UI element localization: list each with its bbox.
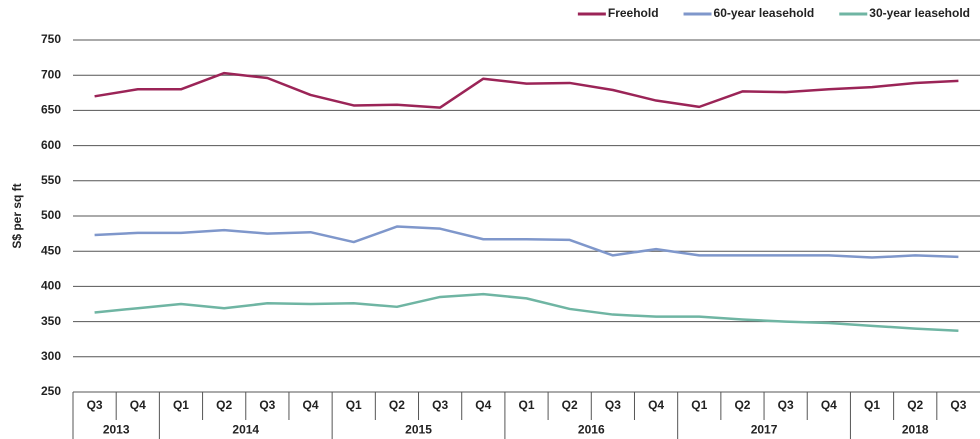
y-tick-label: 700 xyxy=(41,67,61,81)
series-line xyxy=(94,71,959,109)
y-tick-label: 250 xyxy=(41,384,61,398)
x-tick-label: Q2 xyxy=(216,398,232,412)
x-tick-label: Q1 xyxy=(346,398,362,412)
y-tick-label: 300 xyxy=(41,349,61,363)
y-tick-label: 350 xyxy=(41,314,61,328)
x-tick-label: Q3 xyxy=(605,398,621,412)
x-tick-label: Q4 xyxy=(475,398,491,412)
x-tick-label: Q2 xyxy=(907,398,923,412)
y-tick-label: 500 xyxy=(41,208,61,222)
year-label: 2013 xyxy=(103,423,130,437)
x-tick-label: Q3 xyxy=(432,398,448,412)
x-tick-label: Q4 xyxy=(648,398,664,412)
year-label: 2017 xyxy=(751,423,778,437)
x-tick-label: Q3 xyxy=(87,398,103,412)
series-line xyxy=(94,225,959,259)
y-tick-label: 400 xyxy=(41,279,61,293)
x-tick-label: Q2 xyxy=(734,398,750,412)
year-label: 2014 xyxy=(232,423,259,437)
x-tick-label: Q3 xyxy=(778,398,794,412)
year-label: 2015 xyxy=(405,423,432,437)
y-tick-label: 650 xyxy=(41,103,61,117)
y-tick-label: 550 xyxy=(41,173,61,187)
x-tick-label: Q4 xyxy=(821,398,837,412)
y-tick-label: 450 xyxy=(41,243,61,257)
x-tick-label: Q4 xyxy=(130,398,146,412)
x-tick-label: Q3 xyxy=(259,398,275,412)
legend-label: 30-year leasehold xyxy=(869,6,970,20)
x-tick-label: Q1 xyxy=(691,398,707,412)
x-tick-label: Q2 xyxy=(562,398,578,412)
year-label: 2016 xyxy=(578,423,605,437)
x-tick-label: Q1 xyxy=(518,398,534,412)
legend-label: 60-year leasehold xyxy=(714,6,815,20)
y-tick-label: 750 xyxy=(41,32,61,46)
series-line xyxy=(94,292,959,333)
x-tick-label: Q2 xyxy=(389,398,405,412)
year-label: 2018 xyxy=(902,423,929,437)
x-tick-label: Q1 xyxy=(173,398,189,412)
y-tick-label: 600 xyxy=(41,138,61,152)
x-tick-label: Q3 xyxy=(950,398,966,412)
y-axis-label: S$ per sq ft xyxy=(10,183,24,248)
legend-label: Freehold xyxy=(608,6,659,20)
x-tick-label: Q1 xyxy=(864,398,880,412)
x-tick-label: Q4 xyxy=(303,398,319,412)
